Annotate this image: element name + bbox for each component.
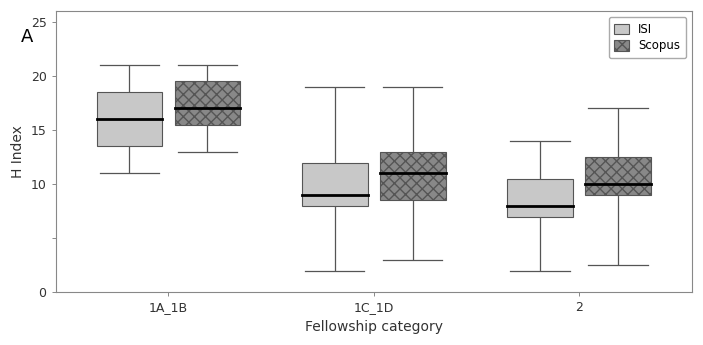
Bar bbox=[302, 162, 368, 206]
Bar bbox=[174, 81, 240, 125]
Y-axis label: H Index: H Index bbox=[11, 125, 25, 178]
Text: A: A bbox=[21, 28, 34, 46]
Bar bbox=[96, 92, 162, 146]
X-axis label: Fellowship category: Fellowship category bbox=[304, 320, 443, 334]
Bar bbox=[380, 152, 446, 200]
Bar bbox=[507, 179, 573, 217]
Bar bbox=[585, 157, 651, 195]
Legend: ISI, Scopus: ISI, Scopus bbox=[609, 17, 686, 58]
